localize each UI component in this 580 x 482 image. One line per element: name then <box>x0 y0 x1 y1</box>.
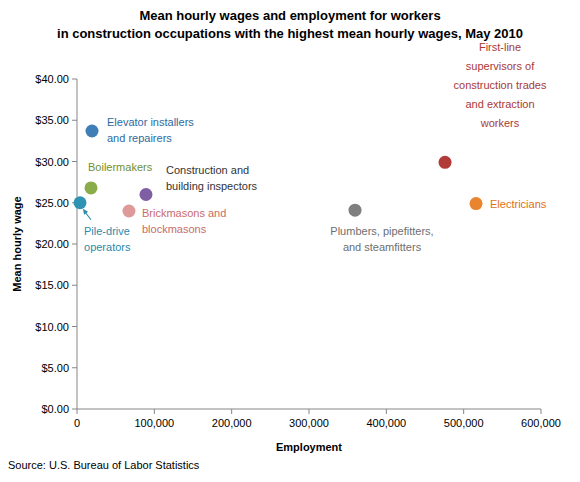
point <box>74 196 87 209</box>
background <box>0 0 580 482</box>
label-line: and steamfitters <box>343 241 422 253</box>
source: Source: U.S. Bureau of Labor Statistics <box>8 459 200 471</box>
point <box>122 205 135 218</box>
y-tick <box>72 79 77 80</box>
label-line: blockmasons <box>142 223 207 235</box>
y-tick <box>72 120 77 121</box>
y-tick <box>72 285 77 286</box>
x-tick <box>463 409 464 414</box>
label-line: and repairers <box>107 132 172 144</box>
point <box>84 181 97 194</box>
point-label: Construction and building inspectors <box>166 164 258 192</box>
x-tick-label: 0 <box>74 417 80 429</box>
points <box>74 124 483 217</box>
title-line: in construction occupations with the hig… <box>57 26 523 41</box>
y-axis-label: Mean hourly wage <box>11 196 23 291</box>
x-tick-label: 500,000 <box>444 417 484 429</box>
label-line: workers <box>480 117 520 129</box>
label-line: Elevator installers <box>107 116 194 128</box>
point-label: Brickmasons and blockmasons <box>142 207 226 235</box>
label-line: Brickmasons and <box>142 207 226 219</box>
label-line: construction trades <box>454 79 547 91</box>
label-arrow-head <box>83 209 88 215</box>
x-tick <box>386 409 387 414</box>
x-tick <box>77 409 78 414</box>
x-tick <box>231 409 232 414</box>
y-tick-label: $35.00 <box>35 114 69 126</box>
point-label: Pile-drive operators <box>84 225 131 253</box>
label-line: Plumbers, pipefitters, <box>330 225 433 237</box>
y-tick-label: $0.00 <box>41 403 69 415</box>
point-label: Elevator installers and repairers <box>107 116 194 144</box>
point-label: Plumbers, pipefitters, and steamfitters <box>330 225 433 253</box>
y-tick <box>72 326 77 327</box>
label-line: Electricians <box>490 198 547 210</box>
chart: Mean hourly wages and employment for wor… <box>0 0 580 482</box>
y-tick <box>72 367 77 368</box>
point <box>439 156 452 169</box>
x-tick <box>154 409 155 414</box>
label-line: Boilermakers <box>88 161 153 173</box>
y-tick <box>72 244 77 245</box>
label-line: Construction and <box>166 164 249 176</box>
point <box>349 204 362 217</box>
label-line: Pile-drive <box>84 225 130 237</box>
x-tick-label: 400,000 <box>366 417 406 429</box>
label-line: and extraction <box>465 98 534 110</box>
x-tick-label: 200,000 <box>212 417 252 429</box>
title-line: Mean hourly wages and employment for wor… <box>139 8 440 23</box>
y-tick <box>72 161 77 162</box>
label-line: First-line <box>479 41 521 53</box>
x-tick-label: 600,000 <box>521 417 561 429</box>
y-tick-label: $20.00 <box>35 238 69 250</box>
title: Mean hourly wages and employment for wor… <box>57 8 523 41</box>
x-axis-label: Employment <box>276 441 342 453</box>
point <box>470 197 483 210</box>
label-line: building inspectors <box>166 180 258 192</box>
point-label: Boilermakers <box>88 161 153 173</box>
y-tick-label: $15.00 <box>35 279 69 291</box>
y-tick-label: $5.00 <box>41 362 69 374</box>
y-tick-label: $40.00 <box>35 73 69 85</box>
point <box>86 124 99 137</box>
x-tick-label: 300,000 <box>289 417 329 429</box>
x-tick <box>309 409 310 414</box>
y-tick-label: $25.00 <box>35 197 69 209</box>
point-label: First-line supervisors of construction tra… <box>454 41 547 129</box>
point <box>139 188 152 201</box>
label-line: operators <box>84 241 131 253</box>
x-tick <box>541 409 542 414</box>
y-tick <box>72 409 77 410</box>
y-tick-label: $30.00 <box>35 156 69 168</box>
point-label: Electricians <box>490 198 547 210</box>
y-tick-label: $10.00 <box>35 321 69 333</box>
x-tick-label: 100,000 <box>134 417 174 429</box>
label-line: supervisors of <box>466 60 535 72</box>
